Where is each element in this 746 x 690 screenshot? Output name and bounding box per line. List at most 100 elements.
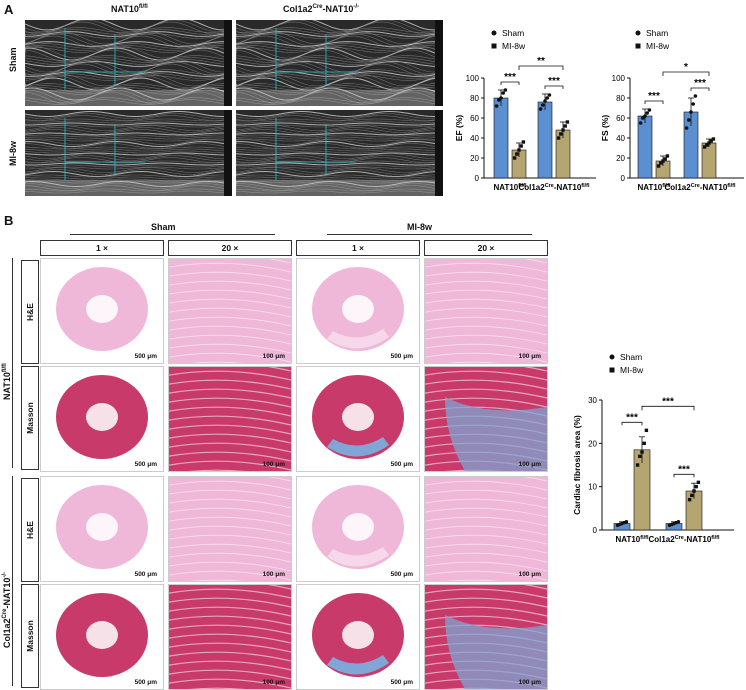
histology-tile-r3-c1: 500 μm — [40, 476, 164, 582]
y-tick-label: 0 — [593, 526, 598, 535]
y-tick-label: 30 — [588, 396, 597, 405]
y-tick-label: 100 — [612, 74, 626, 83]
sig-label-between: ** — [537, 56, 545, 67]
group-rule-mi — [327, 234, 532, 235]
echo-image-col1a2-mi — [236, 110, 443, 196]
scale-bar-label: 500 μm — [134, 461, 157, 468]
y-tick-label: 0 — [621, 174, 626, 183]
data-point — [545, 96, 549, 100]
y-axis-label: EF (%) — [454, 115, 464, 142]
sig-bracket-within — [690, 87, 710, 91]
legend-marker-1 — [609, 367, 615, 373]
stain-label-box-4: Masson — [21, 584, 39, 688]
scale-bar-label: 100 μm — [262, 461, 285, 468]
group-header-sham: Sham — [151, 222, 176, 232]
histology-tile-r2-c2: 100 μm — [168, 366, 292, 472]
data-point — [645, 111, 649, 115]
histology-tile-r3-c3: 500 μm — [296, 476, 420, 582]
stain-label-box-2: Masson — [21, 366, 39, 470]
data-point — [656, 164, 661, 168]
data-point — [689, 110, 693, 114]
legend-label-0: Sham — [646, 28, 668, 38]
histology-tile-r2-c3: 500 μm — [296, 366, 420, 472]
data-point — [709, 139, 713, 143]
scale-bar-label: 500 μm — [134, 353, 157, 360]
ef-chart: Sham MI-8w 0 20 40 60 80 100 EF (%) NAT10fl/fl ***… — [450, 20, 598, 205]
data-point — [501, 91, 505, 95]
legend-label-0: Sham — [620, 352, 642, 362]
data-point — [521, 140, 526, 144]
data-point — [556, 136, 561, 140]
y-tick-label: 20 — [616, 154, 625, 163]
data-point — [538, 107, 543, 111]
histology-tile-r1-c1: 500 μm — [40, 258, 164, 364]
y-tick-label: 40 — [470, 134, 479, 143]
histology-tile-r2-c4: 100 μm — [424, 366, 548, 472]
data-point — [494, 104, 499, 108]
data-point — [541, 103, 545, 107]
group-header-mi: MI-8w — [407, 222, 433, 232]
scale-bar-label: 100 μm — [518, 679, 541, 686]
histology-tile-r3-c2: 100 μm — [168, 476, 292, 582]
data-point — [565, 120, 570, 124]
x-tick-label-0: NAT10fl/fl — [494, 183, 527, 192]
data-point — [642, 441, 646, 446]
x-tick-label-0: NAT10fl/fl — [638, 183, 671, 192]
genotype-label-nat10: NAT10fl/fl — [2, 363, 12, 400]
sig-bracket-between — [518, 65, 564, 70]
data-point — [687, 497, 692, 502]
scale-bar-label: 500 μm — [134, 679, 157, 686]
y-tick-label: 0 — [475, 174, 480, 183]
genotype-rule-col1a2 — [12, 476, 13, 686]
legend-marker-0 — [635, 30, 641, 36]
histology-tile-r1-c4: 100 μm — [424, 258, 548, 364]
data-point — [687, 118, 691, 122]
data-point — [638, 454, 642, 459]
data-point — [547, 93, 552, 97]
y-tick-label: 10 — [588, 483, 597, 492]
data-point — [519, 144, 523, 148]
echo-row-label-mi: MI-8w — [8, 140, 18, 166]
data-point — [638, 121, 643, 125]
sig-label-between: * — [684, 62, 688, 73]
legend-marker-0 — [491, 30, 497, 36]
data-point — [693, 94, 698, 98]
legend-marker-1 — [491, 43, 497, 49]
y-tick-label: 100 — [466, 74, 480, 83]
fibrosis-chart: Sham MI-8w 0 10 20 30 Cardiac fibrosis area (%… — [566, 350, 736, 555]
sig-bracket-within — [544, 85, 564, 89]
data-point — [515, 152, 519, 156]
data-point — [705, 143, 709, 147]
x-tick-label-1: Col1a2Cre-NAT10fl/fl — [664, 183, 736, 192]
histology-tile-r4-c3: 500 μm — [296, 584, 420, 690]
histology-tile-r4-c1: 500 μm — [40, 584, 164, 690]
x-tick-label-1: Col1a2Cre-NAT10fl/fl — [518, 183, 590, 192]
data-point — [563, 124, 567, 128]
data-point — [647, 108, 652, 112]
data-point — [543, 99, 547, 103]
genotype-label-col1a2: Col1a2Cre-NAT10-/- — [2, 571, 12, 648]
scale-bar-label: 100 μm — [262, 679, 285, 686]
y-tick-label: 60 — [616, 114, 625, 123]
x-tick-label-0: NAT10fl/fl — [616, 535, 649, 544]
histology-tile-r2-c1: 500 μm — [40, 366, 164, 472]
sig-label-within: *** — [626, 412, 638, 423]
y-tick-label: 80 — [616, 94, 625, 103]
data-point — [503, 88, 508, 92]
y-tick-label: 20 — [588, 439, 597, 448]
sig-bracket-within — [644, 100, 664, 104]
echo-image-col1a2-sham — [236, 20, 443, 106]
scale-bar-label: 100 μm — [518, 461, 541, 468]
data-point — [676, 519, 681, 524]
sig-label-within: *** — [504, 72, 516, 83]
fs-chart: Sham MI-8w 0 20 40 60 80 100 FS (%) NAT10fl/fl ***… — [598, 20, 746, 205]
legend-marker-0 — [609, 354, 615, 360]
legend-label-1: MI-8w — [502, 41, 526, 51]
panel-letter-b: B — [4, 213, 14, 228]
bar-0-0 — [493, 97, 509, 179]
data-point — [696, 480, 701, 485]
data-point — [663, 157, 667, 161]
sig-label-within: *** — [648, 91, 660, 102]
sig-bracket-between — [641, 405, 695, 411]
sig-bracket-within — [621, 421, 643, 426]
